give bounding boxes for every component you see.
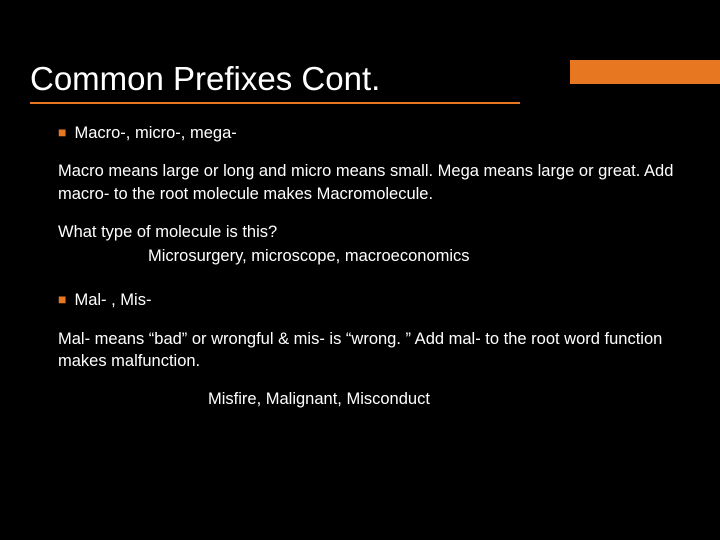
question-1: What type of molecule is this? (58, 221, 690, 243)
examples-2: Misfire, Malignant, Misconduct (58, 388, 690, 410)
paragraph-1: Macro means large or long and micro mean… (58, 160, 690, 205)
accent-bar (570, 60, 720, 84)
slide-content: ■ Macro-, micro-, mega- Macro means larg… (30, 122, 690, 410)
bullet-icon: ■ (58, 289, 66, 310)
bullet-text-2: Mal- , Mis- (74, 289, 151, 311)
bullet-item-1: ■ Macro-, micro-, mega- (58, 122, 690, 144)
slide-title: Common Prefixes Cont. (30, 60, 520, 104)
bullet-icon: ■ (58, 122, 66, 143)
bullet-item-2: ■ Mal- , Mis- (58, 289, 690, 311)
examples-1: Microsurgery, microscope, macroeconomics (58, 245, 690, 267)
paragraph-2: Mal- means “bad” or wrongful & mis- is “… (58, 328, 690, 373)
bullet-text-1: Macro-, micro-, mega- (74, 122, 236, 144)
